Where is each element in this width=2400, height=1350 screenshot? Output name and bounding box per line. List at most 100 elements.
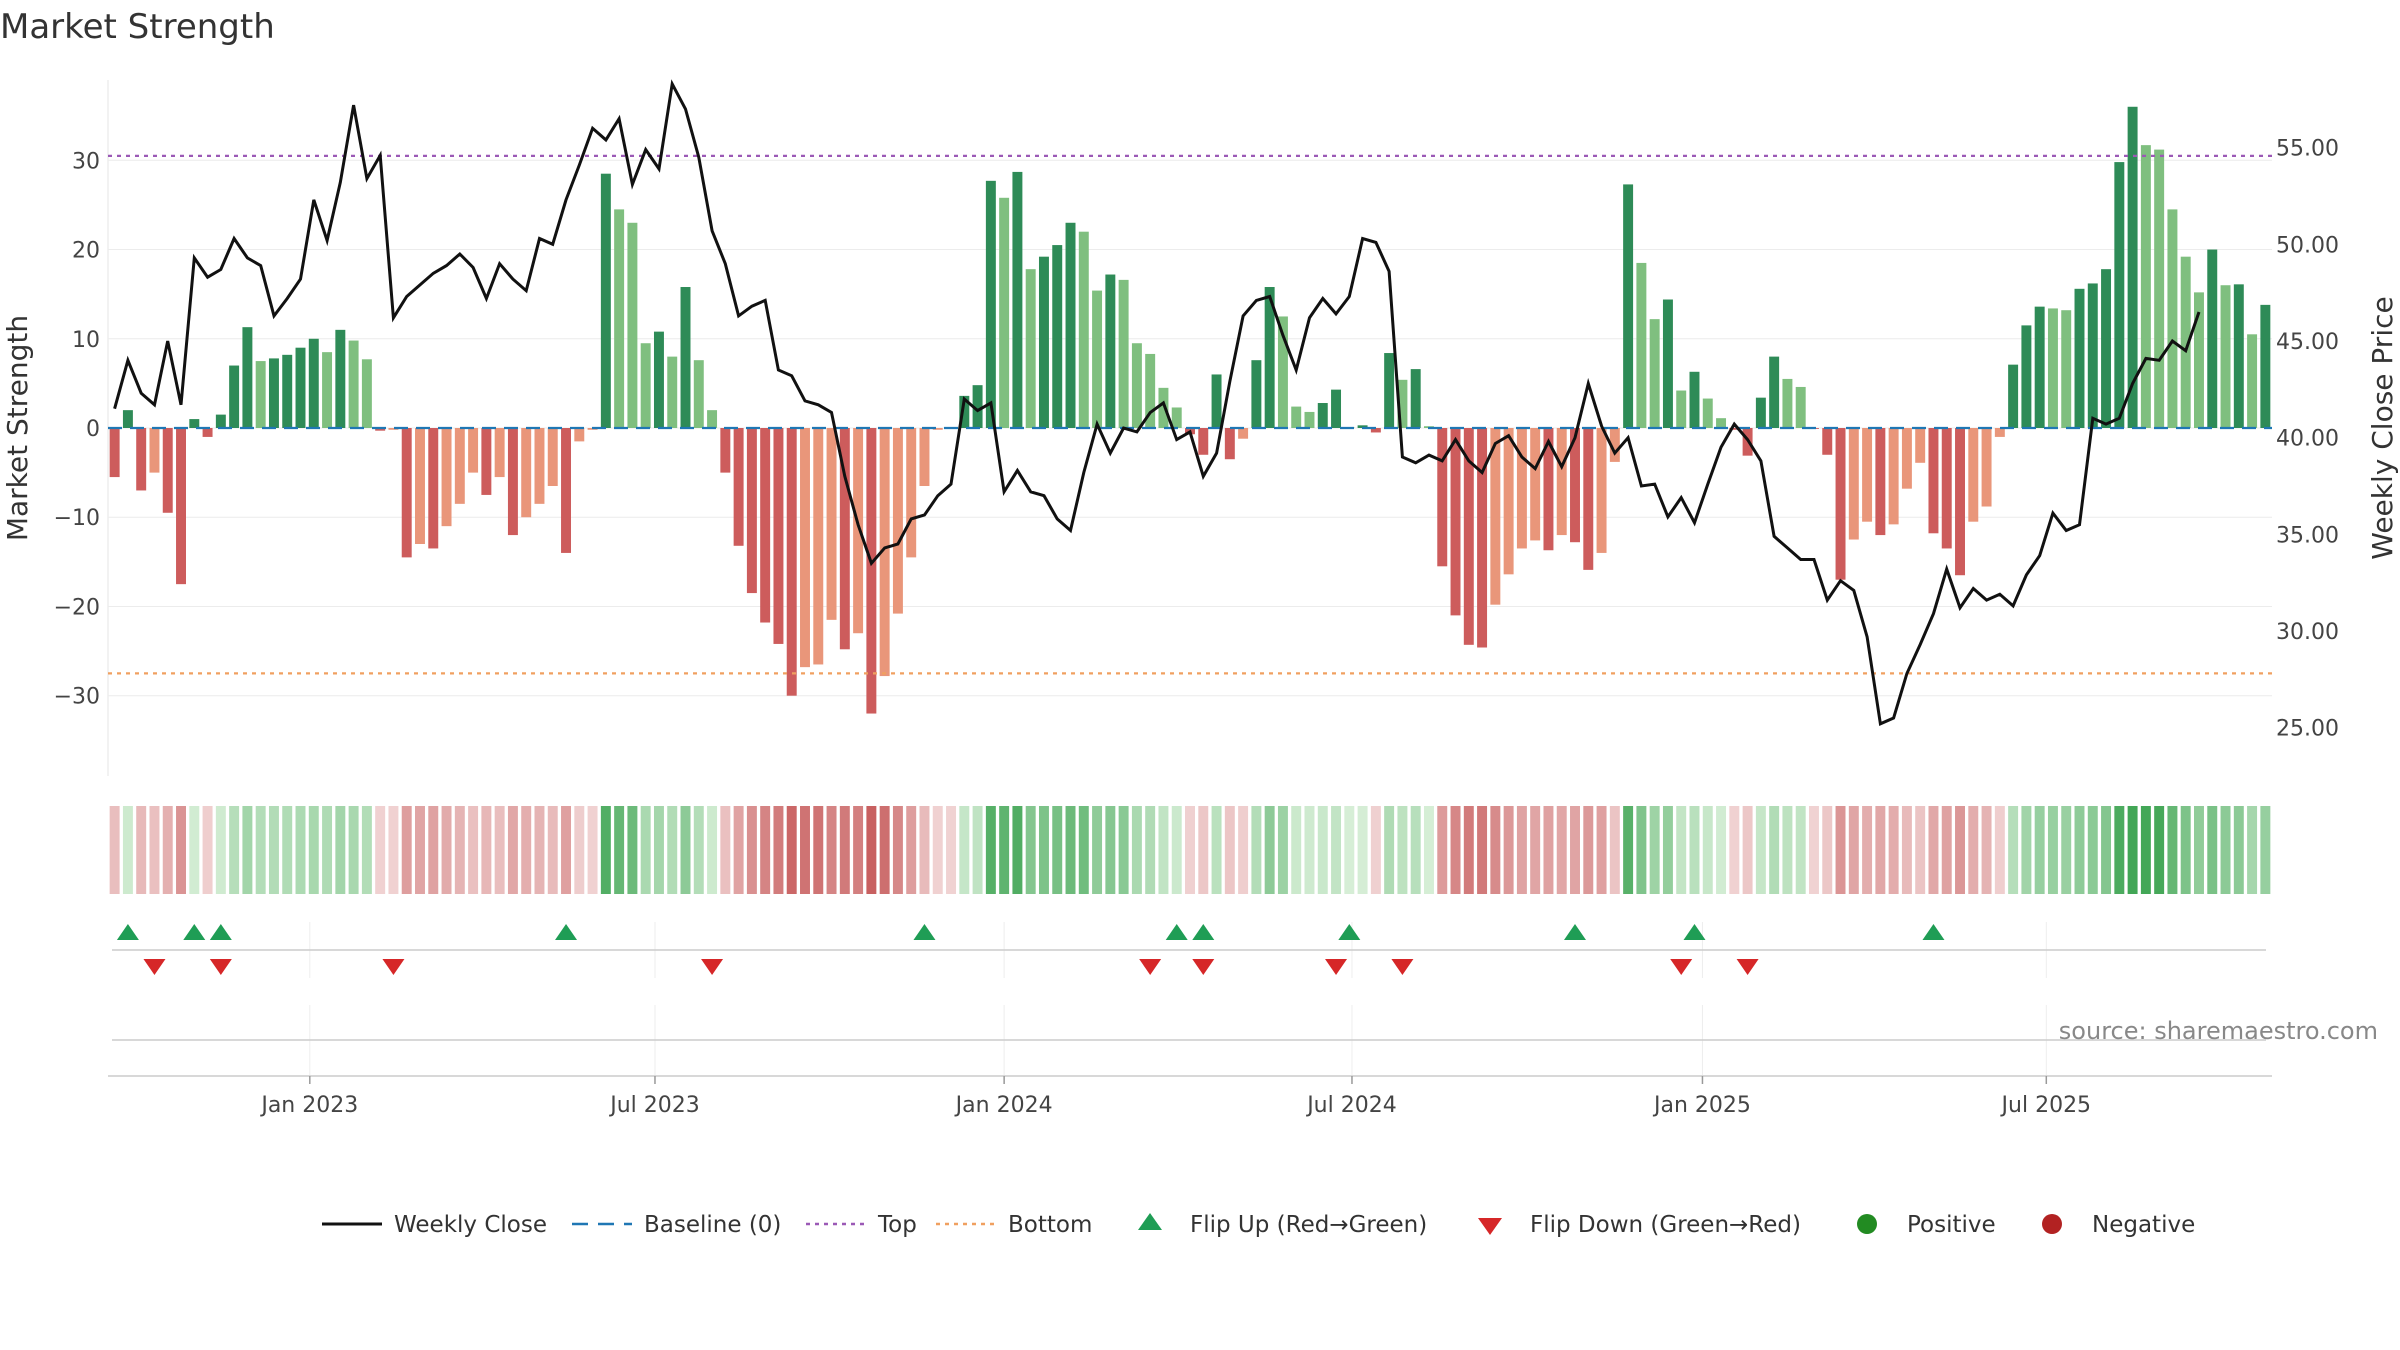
heat-cell	[1609, 806, 1620, 894]
flip-down-marker	[1670, 959, 1693, 975]
heat-cell	[1543, 806, 1554, 894]
heat-cell	[1516, 806, 1527, 894]
strength-bar	[866, 428, 877, 714]
strength-bar	[614, 209, 625, 428]
legend-label: Negative	[2092, 1212, 2195, 1238]
strength-bar	[1755, 397, 1766, 428]
heat-cell	[1238, 806, 1249, 894]
flip-up-marker	[913, 924, 936, 940]
strength-bar	[547, 428, 558, 486]
strength-bar	[853, 428, 864, 634]
heat-cell	[813, 806, 824, 894]
strength-bar	[1848, 428, 1859, 540]
strength-bar	[295, 347, 306, 428]
strength-bar	[2260, 304, 2271, 428]
flip-up-marker	[1922, 924, 1945, 940]
strength-bar	[693, 360, 704, 428]
left-tick-label: −30	[54, 685, 100, 710]
strength-bar	[1636, 262, 1647, 428]
heat-cell	[1503, 806, 1514, 894]
strength-bar	[176, 428, 186, 585]
strength-bar	[720, 428, 731, 473]
heat-cell	[600, 806, 611, 894]
strength-bar	[839, 428, 850, 650]
strength-bar	[149, 428, 160, 473]
strength-bar	[627, 222, 638, 428]
flip-up-marker	[555, 924, 578, 940]
strength-bar	[162, 428, 173, 513]
heat-cell	[627, 806, 638, 894]
flip-up-marker	[116, 924, 139, 940]
heat-cell	[2008, 806, 2019, 894]
heat-cell	[162, 806, 173, 894]
heat-cell	[614, 806, 625, 894]
heat-cell	[1835, 806, 1846, 894]
strength-bar	[375, 428, 386, 431]
strength-bar	[1264, 287, 1275, 428]
strength-bar	[1888, 428, 1899, 525]
strength-bar	[1277, 316, 1288, 428]
strength-bar	[1052, 245, 1063, 428]
strength-bar	[2034, 306, 2045, 428]
strength-bar	[1370, 428, 1381, 433]
heat-cell	[335, 806, 346, 894]
strength-bar	[680, 287, 691, 428]
strength-bar	[640, 343, 651, 428]
strength-bar	[574, 428, 585, 442]
flip-down-marker	[1325, 959, 1348, 975]
flip-down-marker	[209, 959, 232, 975]
heat-cell	[720, 806, 731, 894]
chart-legend: Weekly Close Baseline (0) Top Bottom Flip Up…	[322, 1212, 2195, 1238]
heat-cell	[1915, 806, 1926, 894]
strength-bar	[667, 356, 678, 428]
right-tick-label: 35.00	[2276, 523, 2339, 548]
strength-bar	[1477, 428, 1488, 648]
flip-down-marker	[1391, 959, 1414, 975]
heat-cell	[1211, 806, 1222, 894]
legend-swatch-positive	[1857, 1214, 1877, 1234]
heat-cell	[866, 806, 877, 894]
source-credit: source: sharemaestro.com	[2059, 1017, 2378, 1045]
heat-cell	[906, 806, 917, 894]
strength-bar	[786, 428, 797, 696]
strength-bar	[441, 428, 452, 527]
heat-cell	[361, 806, 372, 894]
heat-cell	[1251, 806, 1262, 894]
heat-cell	[109, 806, 120, 894]
strength-bar	[242, 327, 253, 428]
left-axis-label: Market Strength	[1, 315, 34, 541]
heat-cell	[1304, 806, 1315, 894]
strength-bar	[972, 385, 983, 428]
right-tick-label: 25.00	[2276, 717, 2339, 742]
heat-cell	[2047, 806, 2058, 894]
strength-bar	[1968, 428, 1979, 522]
bottom-panel	[108, 1005, 2272, 1077]
heat-cell	[959, 806, 970, 894]
right-tick-label: 45.00	[2276, 330, 2339, 355]
right-axis-ticks: 55.00 50.00 45.00 40.00 35.00 30.00 25.00	[2276, 137, 2339, 742]
heat-cell	[1344, 806, 1355, 894]
heat-cell	[1782, 806, 1793, 894]
strength-bar	[1676, 390, 1687, 428]
strength-bars	[109, 106, 2271, 714]
strength-bar	[919, 428, 930, 486]
right-tick-label: 40.00	[2276, 427, 2339, 452]
heat-cell	[1198, 806, 1209, 894]
strength-bar	[999, 197, 1010, 428]
strength-bar	[2167, 209, 2178, 428]
heat-cell	[215, 806, 226, 894]
heat-cell	[1370, 806, 1381, 894]
heat-cell	[773, 806, 784, 894]
heat-cell	[2127, 806, 2138, 894]
date-tick-label: Jul 2025	[2000, 1093, 2092, 1118]
heat-cell	[534, 806, 545, 894]
heat-cell	[1384, 806, 1395, 894]
strength-bar	[600, 173, 611, 428]
strength-bar	[1716, 418, 1727, 428]
strength-bar	[1782, 378, 1793, 428]
legend-swatch-flip-up	[1138, 1213, 1162, 1230]
strength-bar	[2247, 334, 2258, 428]
heat-cell	[839, 806, 850, 894]
heat-cell	[746, 806, 757, 894]
strength-bar	[454, 428, 465, 504]
